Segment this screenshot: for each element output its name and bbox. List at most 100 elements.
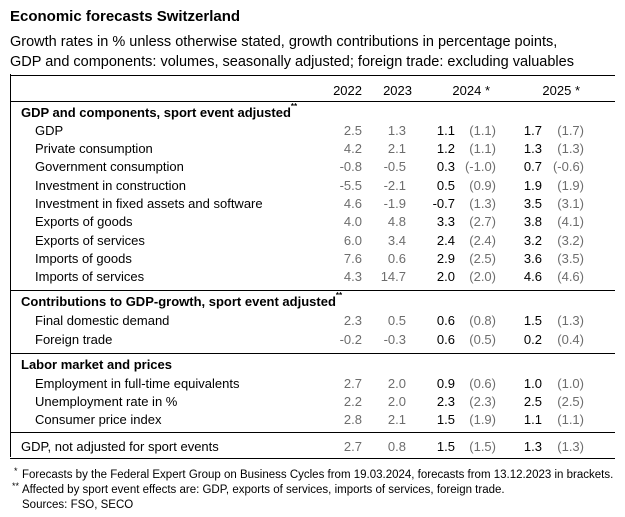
previous-2025: (3.2)	[557, 233, 584, 248]
footnote-marker: **	[290, 102, 298, 111]
previous-2024: (2.0)	[469, 269, 496, 284]
row-label: Unemployment rate in %	[35, 394, 178, 409]
value-2022: 2.3	[343, 313, 362, 328]
value-2025: 0.7	[523, 159, 542, 174]
table-row-consumer-price-index: Consumer price index 2.8 2.1 1.5 (1.9) 1…	[10, 411, 615, 429]
section-header-gdp-components: GDP and components, sport event adjusted…	[10, 102, 615, 122]
table-row-private-consumption: Private consumption 4.2 2.1 1.2 (1.1) 1.…	[10, 140, 615, 158]
value-2022: 2.7	[343, 439, 362, 454]
section-divider	[10, 353, 615, 354]
table-row-exports-goods: Exports of goods 4.0 4.8 3.3 (2.7) 3.8 (…	[10, 213, 615, 231]
row-label: Investment in construction	[35, 178, 187, 193]
value-2025: 1.7	[523, 123, 542, 138]
table-row-final-domestic-demand: Final domestic demand 2.3 0.5 0.6 (0.8) …	[10, 312, 615, 330]
value-2022: 6.0	[343, 233, 362, 248]
left-rule	[10, 74, 11, 457]
value-2024: 0.3	[436, 159, 455, 174]
value-2025: 2.5	[523, 394, 542, 409]
value-2023: -1.9	[383, 196, 406, 211]
previous-2024: (0.6)	[469, 376, 496, 391]
value-2024: 2.9	[436, 251, 455, 266]
bottom-rule	[10, 458, 615, 459]
header-rule	[10, 101, 615, 102]
value-2023: -2.1	[383, 178, 406, 193]
value-2023: 2.0	[387, 376, 406, 391]
previous-2024: (2.7)	[469, 214, 496, 229]
value-2024: -0.7	[432, 196, 455, 211]
value-2022: 2.8	[343, 412, 362, 427]
section-title: GDP and components, sport event adjusted	[21, 105, 291, 120]
table-row-exports-services: Exports of services 6.0 3.4 2.4 (2.4) 3.…	[10, 232, 615, 250]
value-2022: 4.0	[343, 214, 362, 229]
table-row-employment: Employment in full-time equivalents 2.7 …	[10, 375, 615, 393]
previous-2024: (1.5)	[469, 439, 496, 454]
value-2023: 2.1	[387, 141, 406, 156]
previous-2024: (0.5)	[469, 332, 496, 347]
value-2022: -0.2	[339, 332, 362, 347]
value-2025: 3.6	[523, 251, 542, 266]
value-2025: 1.9	[523, 178, 542, 193]
column-header-2025: 2025 *	[542, 83, 580, 98]
column-header-2022: 2022	[333, 83, 362, 98]
value-2023: 2.0	[387, 394, 406, 409]
table-subtitle-line-1: Growth rates in % unless otherwise state…	[10, 34, 558, 50]
value-2023: 14.7	[380, 269, 406, 284]
value-2025: 1.1	[523, 412, 542, 427]
table-row-investment-construction: Investment in construction -5.5 -2.1 0.5…	[10, 177, 615, 195]
value-2024: 2.0	[436, 269, 455, 284]
value-2024: 1.5	[436, 412, 455, 427]
sources-note: Sources: FSO, SECO	[22, 499, 134, 511]
previous-2025: (-0.6)	[552, 159, 584, 174]
value-2025: 1.5	[523, 313, 542, 328]
previous-2025: (1.3)	[557, 313, 584, 328]
row-label: Imports of services	[35, 269, 145, 284]
row-label: Consumer price index	[35, 412, 162, 427]
value-2023: 3.4	[387, 233, 406, 248]
table-row-foreign-trade: Foreign trade -0.2 -0.3 0.6 (0.5) 0.2 (0…	[10, 331, 615, 349]
previous-2025: (1.1)	[557, 412, 584, 427]
previous-2024: (1.3)	[469, 196, 496, 211]
previous-2024: (1.9)	[469, 412, 496, 427]
value-2025: 0.2	[523, 332, 542, 347]
previous-2024: (0.8)	[469, 313, 496, 328]
value-2022: 4.6	[343, 196, 362, 211]
value-2025: 1.3	[523, 439, 542, 454]
value-2022: 2.2	[343, 394, 362, 409]
value-2023: 1.3	[387, 123, 406, 138]
value-2024: 0.9	[436, 376, 455, 391]
value-2023: -0.5	[383, 159, 406, 174]
value-2022: -5.5	[339, 178, 362, 193]
value-2023: -0.3	[383, 332, 406, 347]
section-divider	[10, 432, 615, 433]
value-2023: 0.5	[387, 313, 406, 328]
previous-2025: (2.5)	[557, 394, 584, 409]
section-divider	[10, 290, 615, 291]
column-header-2024: 2024 *	[452, 83, 490, 98]
section-title: Contributions to GDP-growth, sport event…	[21, 294, 336, 309]
footnote-marker: *	[14, 466, 18, 476]
value-2025: 4.6	[523, 269, 542, 284]
footnote-forecasts: * Forecasts by the Federal Expert Group …	[14, 466, 614, 481]
row-label: Investment in fixed assets and software	[35, 196, 263, 211]
row-label: Foreign trade	[35, 332, 113, 347]
table-row-imports-services: Imports of services 4.3 14.7 2.0 (2.0) 4…	[10, 268, 615, 286]
previous-2025: (1.3)	[557, 141, 584, 156]
previous-2024: (1.1)	[469, 123, 496, 138]
table-row-gdp-not-adjusted: GDP, not adjusted for sport events 2.7 0…	[10, 438, 615, 456]
footnote-text: Forecasts by the Federal Expert Group on…	[22, 469, 614, 481]
footnote-marker: **	[335, 291, 343, 300]
value-2025: 3.2	[523, 233, 542, 248]
row-label: Employment in full-time equivalents	[35, 376, 240, 391]
previous-2025: (1.0)	[557, 376, 584, 391]
section-header-labor-market: Labor market and prices	[10, 356, 615, 374]
value-2024: 0.6	[436, 332, 455, 347]
value-2025: 1.3	[523, 141, 542, 156]
value-2024: 3.3	[436, 214, 455, 229]
value-2022: 2.5	[343, 123, 362, 138]
value-2024: 2.4	[436, 233, 455, 248]
value-2022: 2.7	[343, 376, 362, 391]
value-2023: 2.1	[387, 412, 406, 427]
section-title: Labor market and prices	[21, 357, 172, 372]
value-2024: 1.1	[436, 123, 455, 138]
value-2022: 4.2	[343, 141, 362, 156]
